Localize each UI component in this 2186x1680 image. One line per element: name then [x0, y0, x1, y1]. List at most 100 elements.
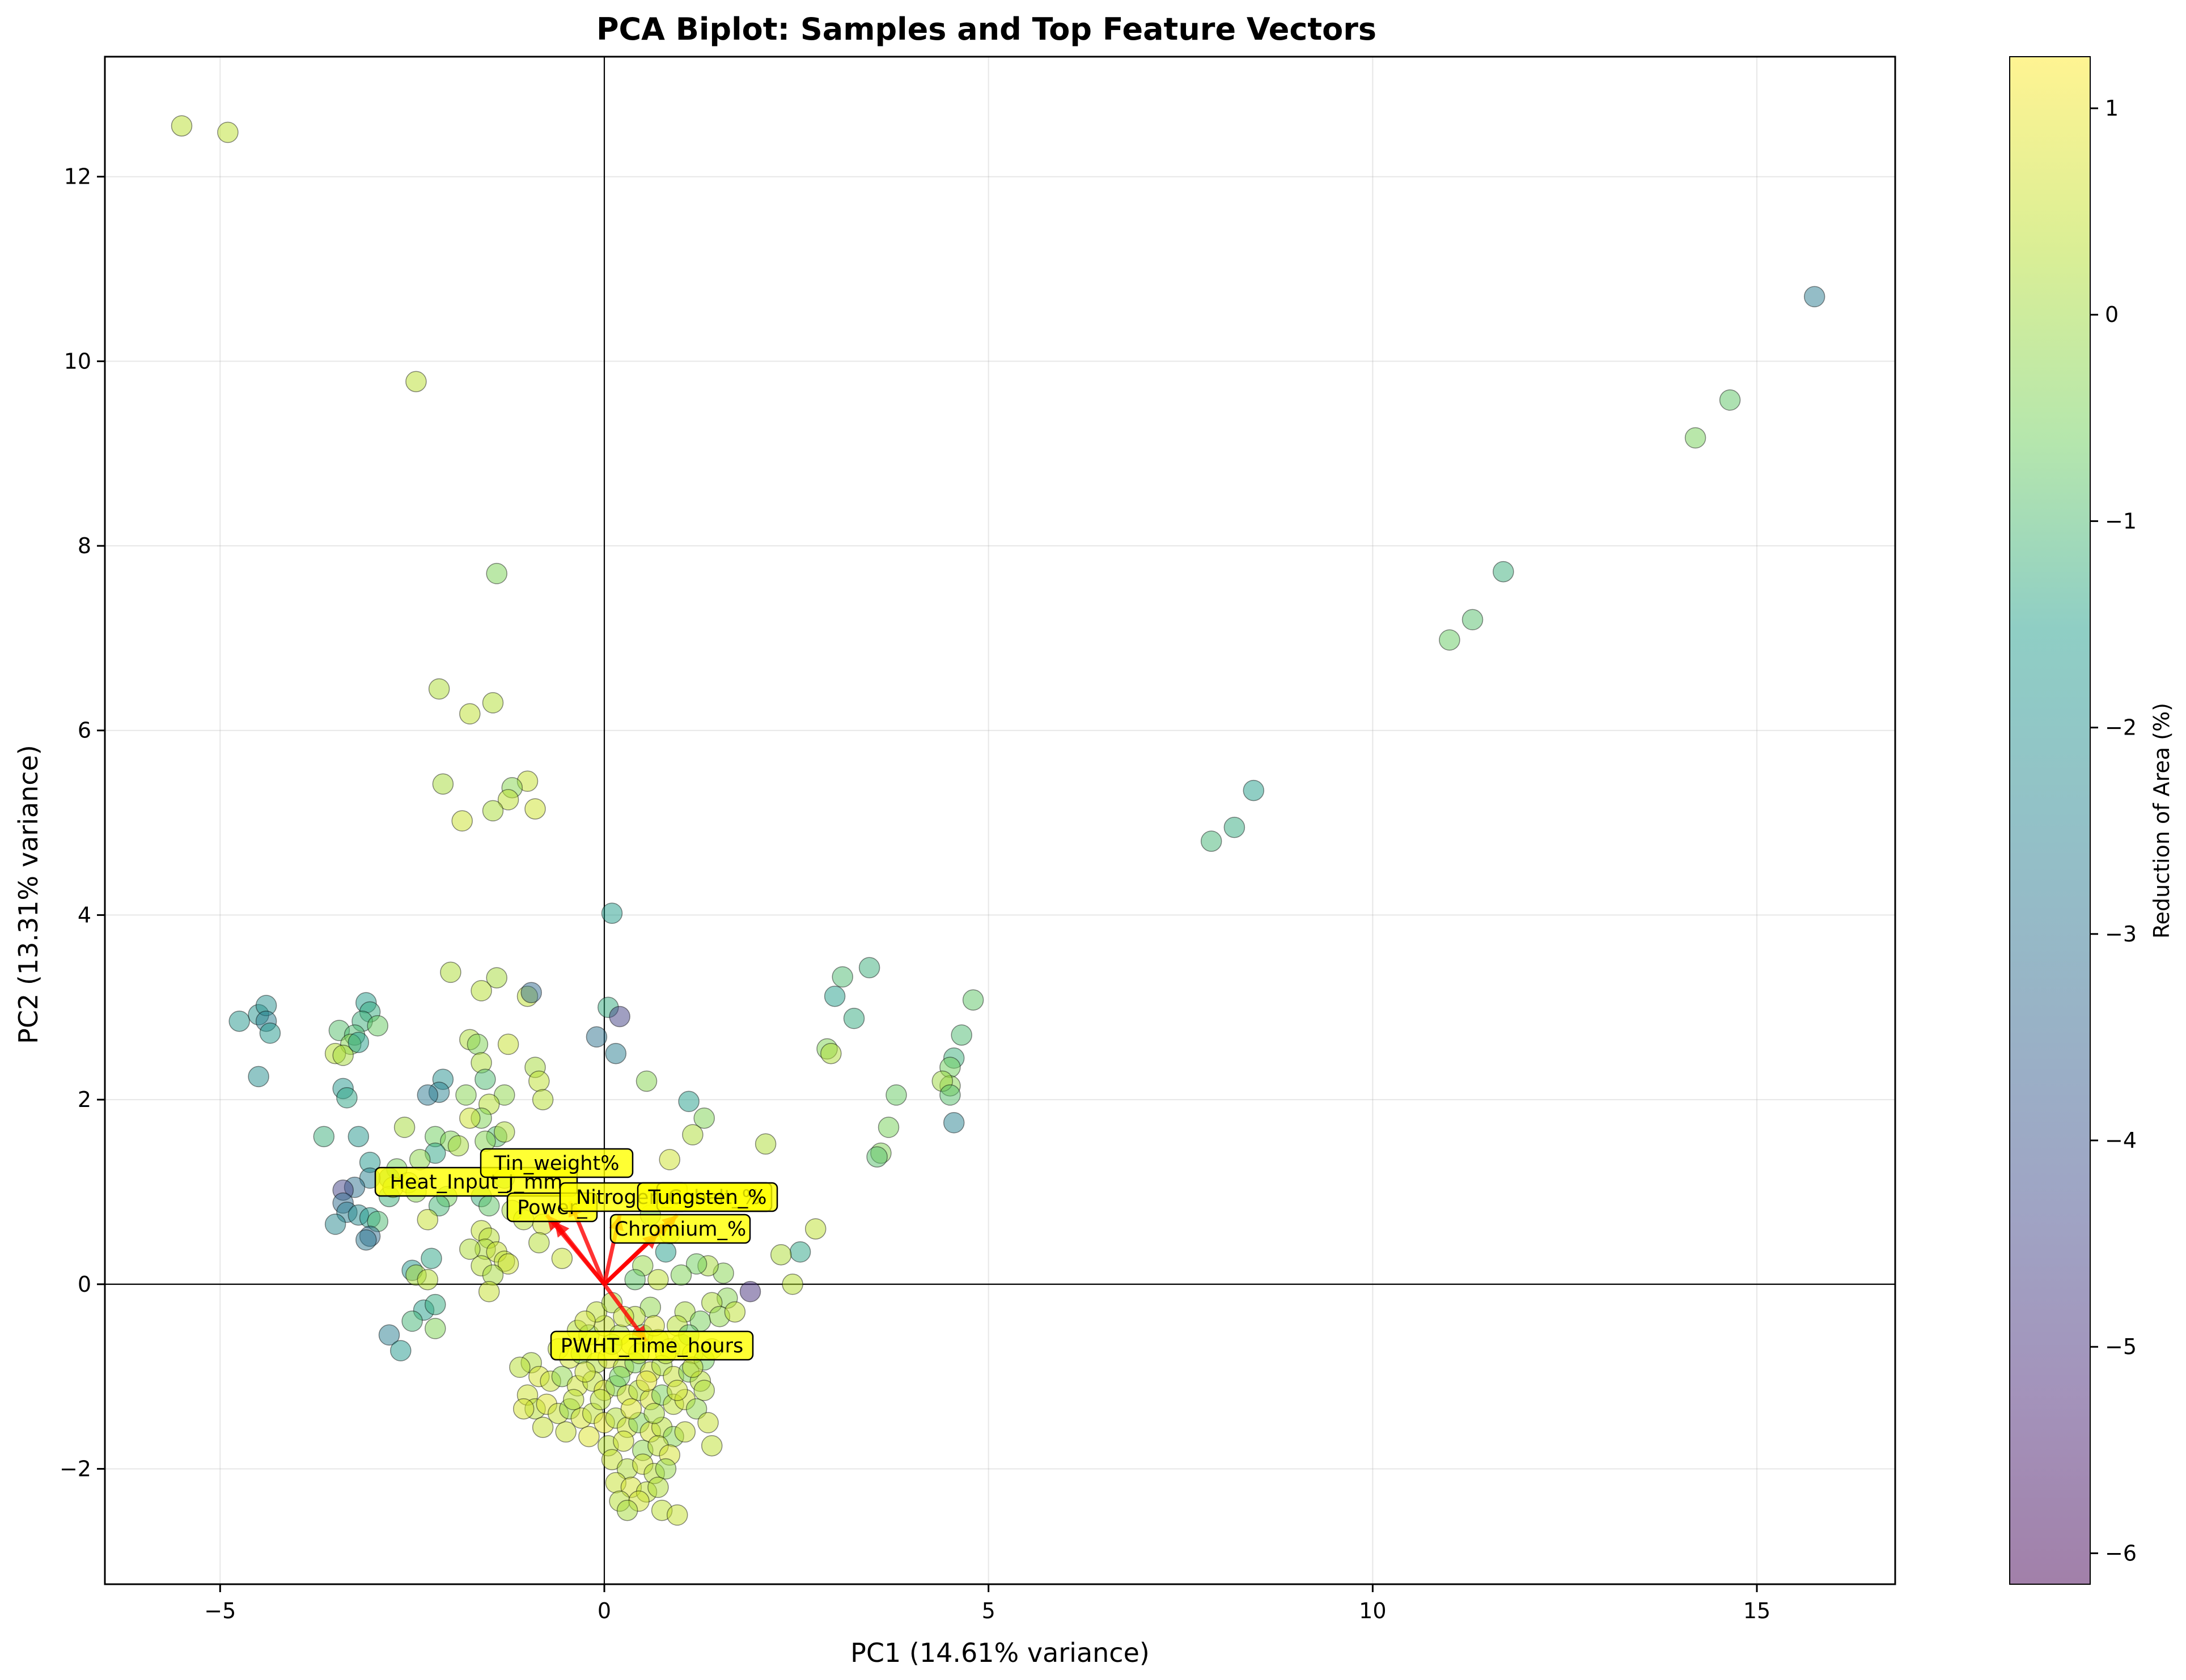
sample-point — [701, 1435, 723, 1457]
sample-point — [886, 1084, 907, 1106]
sample-point — [355, 1229, 377, 1251]
sample-point — [1493, 561, 1514, 583]
sample-point — [432, 773, 454, 795]
sample-point — [471, 980, 492, 1002]
y-tick-label: −2 — [60, 1456, 91, 1481]
feature-label-box — [480, 1148, 634, 1178]
sample-point — [724, 1301, 746, 1323]
y-tick-label: 10 — [64, 349, 91, 374]
y-tick-label: 8 — [78, 533, 91, 558]
sample-point — [624, 1269, 646, 1291]
sample-point — [666, 1380, 688, 1401]
colorbar-tick-label: −1 — [2105, 508, 2137, 533]
sample-point — [378, 1324, 400, 1346]
sample-point — [259, 1023, 281, 1044]
feature-label-box — [637, 1182, 778, 1212]
sample-point — [497, 1033, 519, 1055]
sample-point — [459, 1238, 481, 1260]
sample-point — [551, 1365, 573, 1388]
sample-point — [467, 1033, 489, 1055]
feature-label-box — [550, 1330, 754, 1361]
sample-point — [609, 1365, 630, 1388]
sample-point — [693, 1107, 715, 1129]
sample-point — [858, 957, 880, 978]
sample-point — [524, 798, 546, 820]
sample-point — [755, 1133, 777, 1155]
sample-point — [770, 1244, 792, 1266]
sample-point — [943, 1112, 965, 1134]
sample-point — [478, 1281, 500, 1303]
sample-point — [409, 1149, 431, 1170]
feature-label: Chromium_% — [609, 1214, 751, 1244]
sample-point — [659, 1149, 680, 1170]
sample-point — [962, 989, 984, 1011]
sample-point — [601, 902, 623, 924]
sample-points — [171, 115, 1825, 1526]
sample-point — [486, 967, 507, 989]
feature-label: Tungsten_% — [637, 1182, 778, 1212]
sample-point — [421, 1248, 442, 1269]
sample-point — [939, 1084, 961, 1106]
sample-point — [497, 789, 519, 811]
sample-point — [866, 1146, 888, 1168]
sample-point — [1803, 286, 1825, 308]
y-tick-label: 6 — [78, 718, 91, 743]
sample-point — [782, 1274, 803, 1295]
sample-point — [574, 1361, 596, 1383]
x-tick-label: −5 — [204, 1598, 236, 1623]
sample-point — [497, 1253, 519, 1275]
sample-point — [336, 1087, 358, 1109]
sample-point — [428, 678, 450, 700]
sample-point — [459, 703, 481, 725]
sample-point — [647, 1477, 669, 1498]
sample-point — [804, 1218, 827, 1240]
feature-label: PWHT_Time_hours — [550, 1330, 754, 1361]
sample-point — [512, 1398, 535, 1420]
feature-label-text: Chromium_% — [615, 1218, 747, 1241]
sample-point — [425, 1293, 446, 1316]
sample-point — [478, 1195, 500, 1217]
sample-point — [655, 1458, 677, 1480]
feature-label-text: Tin_weight% — [494, 1152, 620, 1175]
sample-point — [528, 1070, 550, 1092]
sample-point — [824, 985, 846, 1007]
sample-point — [951, 1024, 972, 1046]
sample-point — [486, 563, 507, 584]
x-axis-ticks: −5 0 5 10 15 — [204, 1584, 1770, 1623]
colorbar: 1 0 −1 −2 −3 −4 −5 −6 Reduction of Area (%) — [2009, 56, 2174, 1585]
colorbar-tick-label: 0 — [2105, 302, 2119, 327]
y-tick-label: 4 — [78, 902, 91, 927]
sample-point — [685, 1398, 708, 1420]
feature-label-box — [609, 1214, 751, 1244]
sample-point — [401, 1310, 423, 1332]
sample-point — [228, 1010, 250, 1032]
sample-point — [455, 1084, 477, 1106]
feature-vector-arrowhead — [554, 1221, 570, 1238]
sample-point — [578, 1426, 600, 1448]
y-axis-label: PC2 (13.31% variance) — [13, 745, 44, 1044]
sample-point — [613, 1306, 634, 1327]
sample-point — [655, 1241, 677, 1263]
sample-point — [451, 810, 473, 832]
sample-point — [332, 1045, 354, 1066]
x-axis-label: PC1 (14.61% variance) — [850, 1637, 1150, 1668]
y-tick-label: 2 — [78, 1087, 91, 1112]
sample-point — [417, 1209, 439, 1231]
sample-point — [601, 1449, 623, 1470]
sample-point — [674, 1421, 696, 1443]
sample-point — [620, 1398, 642, 1420]
sample-point — [563, 1389, 584, 1411]
sample-point — [1439, 629, 1460, 651]
sample-point — [605, 1042, 627, 1064]
origin-axis-lines — [105, 57, 1895, 1584]
sample-point — [459, 1107, 481, 1129]
sample-point — [475, 1068, 496, 1091]
sample-point — [636, 1371, 658, 1392]
sample-point — [313, 1126, 335, 1147]
sample-point — [555, 1421, 577, 1443]
y-tick-label: 0 — [78, 1272, 91, 1297]
grid-lines — [105, 57, 1895, 1584]
sample-point — [666, 1504, 688, 1526]
sample-point — [348, 1126, 370, 1147]
